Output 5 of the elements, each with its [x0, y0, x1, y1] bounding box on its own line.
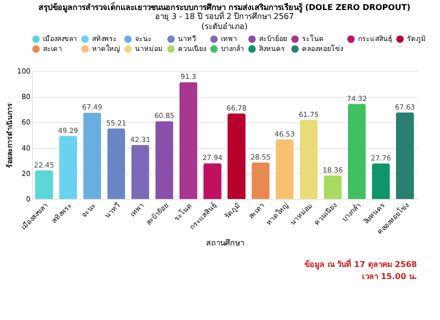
x-axis-title: สถานศึกษา [206, 238, 244, 248]
text: ข้อมูล ณ วันที่ 17 ตุลาคม 2568 [304, 258, 418, 270]
text: เวลา 15.00 น. [362, 272, 417, 281]
chart-title: สรุปข้อมูลการสำรวจเด็กและเยาวชนนอกระบบการศึกษา กรมส่งเสริมการเรียนรู้ (DOLE ZERO DROPOUT) [38, 1, 410, 13]
chart-subtitle: อายุ 3 - 18 ปี รอบที่ 2 ปีการศึกษา 2567 (ระดับอำเภอ) [155, 10, 294, 31]
